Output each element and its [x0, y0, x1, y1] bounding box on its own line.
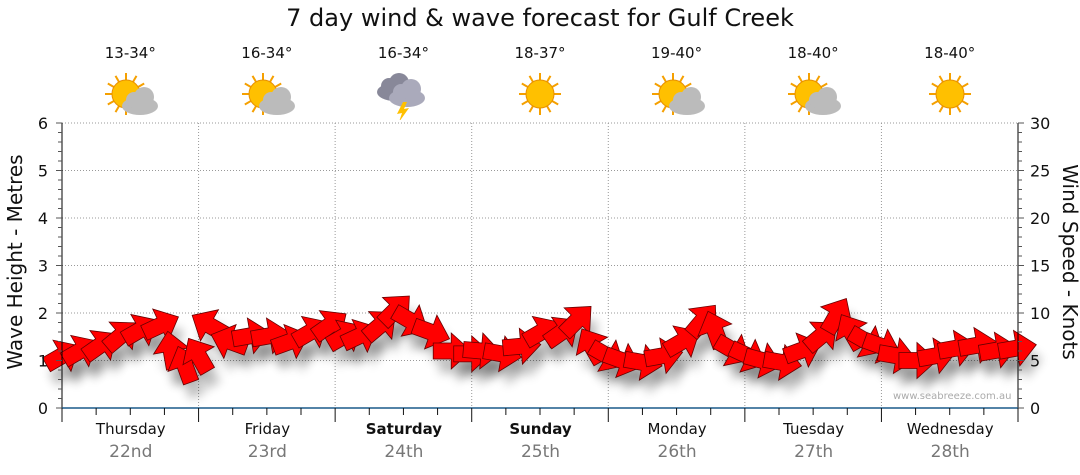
- y-tick-label-right: 15: [1030, 257, 1050, 276]
- y-tick-label-left: 2: [38, 304, 48, 323]
- day-date-label: 27th: [794, 442, 834, 462]
- y-tick-label-left: 5: [38, 162, 48, 181]
- wind-arrow: [819, 298, 853, 336]
- y-tick-label-right: 10: [1030, 304, 1050, 323]
- thunderstorm-icon: [373, 68, 433, 122]
- partly-cloudy-icon: [237, 68, 297, 120]
- day-date-label: 23rd: [247, 442, 287, 462]
- wind-arrow: [182, 337, 216, 376]
- y-tick-label-left: 4: [38, 209, 48, 228]
- y-tick-label-right: 20: [1030, 209, 1050, 228]
- y-tick-label-right: 30: [1030, 114, 1050, 133]
- cloud-icon: [258, 87, 295, 115]
- day-date-label: 28th: [930, 442, 970, 462]
- day-name-label: Wednesday: [906, 420, 994, 438]
- y-tick-label-left: 3: [38, 257, 48, 276]
- sun-icon: [928, 73, 971, 115]
- day-temperature: 13-34°: [104, 44, 156, 62]
- partly-cloudy-icon: [100, 68, 160, 120]
- day-temperature: 16-34°: [241, 44, 293, 62]
- wind-arrow: [997, 329, 1037, 367]
- y-tick-label-right: 25: [1030, 162, 1050, 181]
- wind-arrow-shadow: [439, 347, 478, 383]
- day-name-label: Thursday: [95, 420, 166, 438]
- cloud-icon: [389, 79, 426, 107]
- sun-icon: [519, 73, 561, 115]
- day-date-label: 25th: [520, 442, 561, 462]
- wind-arrow: [376, 295, 410, 330]
- day-name-label: Monday: [647, 420, 707, 438]
- cloud-icon: [805, 87, 842, 115]
- day-temperature: 18-40°: [787, 44, 839, 62]
- day-temperature: 18-40°: [924, 44, 976, 62]
- day-date-label: 22nd: [109, 442, 153, 462]
- y-tick-label-right: 0: [1030, 399, 1040, 418]
- day-date-label: 26th: [657, 442, 697, 462]
- day-temperature: 19-40°: [651, 44, 703, 62]
- day-temperature: 18-37°: [514, 44, 566, 62]
- day-date-label: 24th: [384, 442, 424, 462]
- sunny-icon: [920, 68, 980, 120]
- wind-arrow-shadow: [904, 356, 943, 393]
- sunny-icon: [510, 68, 570, 120]
- wind-arrow-shadow: [668, 339, 706, 372]
- wind-arrow: [557, 306, 592, 340]
- partly-cloudy-icon: [783, 68, 843, 120]
- day-temperature: 16-34°: [377, 44, 429, 62]
- credit-text: www.seabreeze.com.au: [893, 391, 1012, 402]
- chart-title: 7 day wind & wave forecast for Gulf Cree…: [286, 4, 794, 32]
- y-tick-label-right: 5: [1030, 352, 1040, 371]
- lightning-icon: [397, 102, 410, 122]
- day-name-label: Sunday: [509, 420, 572, 438]
- y-tick-label-left: 0: [38, 399, 48, 418]
- day-name-label: Tuesday: [783, 420, 845, 438]
- y-tick-label-left: 1: [38, 352, 48, 371]
- y-tick-label-left: 6: [38, 114, 48, 133]
- cloud-icon: [122, 87, 159, 115]
- day-name-label: Saturday: [365, 420, 443, 438]
- partly-cloudy-icon: [647, 68, 707, 120]
- day-name-label: Friday: [244, 420, 291, 438]
- cloud-icon: [668, 87, 705, 115]
